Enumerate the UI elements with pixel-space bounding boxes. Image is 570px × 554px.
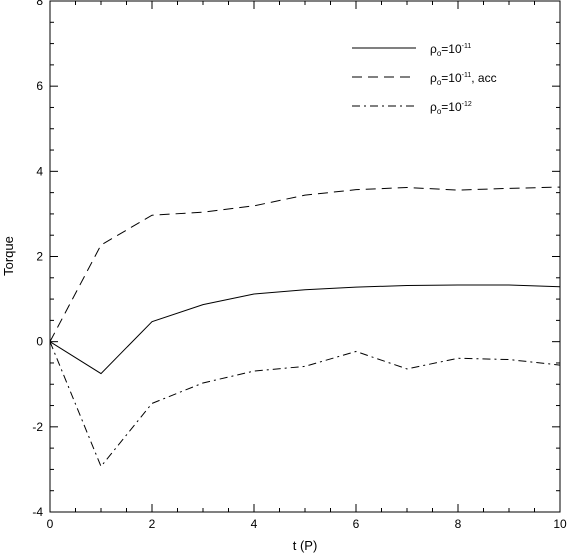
legend-label-1: ρo=10-11 (430, 42, 471, 58)
legend-label-3: ρo=10-12 (430, 100, 472, 116)
y-tick-label: -4 (32, 505, 43, 519)
y-tick-label: 0 (36, 335, 43, 349)
y-tick-label: -2 (32, 420, 43, 434)
series-line-3 (49, 341, 561, 468)
legend-label-2: ρo=10-11, acc (430, 71, 497, 87)
y-tick-label: 4 (36, 164, 43, 178)
y-tick-label: 8 (36, 0, 43, 8)
y-tick-label: 6 (36, 79, 43, 93)
y-tick-label: 2 (36, 250, 43, 264)
x-tick-label: 6 (353, 517, 360, 531)
series-lines (49, 186, 561, 468)
series-line-1 (49, 284, 561, 375)
x-tick-label: 4 (251, 517, 258, 531)
x-tick-label: 0 (47, 517, 54, 531)
x-tick-label: 2 (149, 517, 156, 531)
x-tick-label: 10 (553, 517, 567, 531)
x-axis-label: t (P) (293, 538, 318, 553)
axis-tick-labels: 0 2 4 6 8 10 -4 -2 0 2 4 6 8 (32, 0, 567, 531)
x-tick-label: 8 (455, 517, 462, 531)
y-axis-label: Torque (1, 236, 16, 276)
axis-ticks (49, 0, 561, 513)
series-line-2 (49, 186, 561, 342)
legend: ρo=10-11 ρo=10-11, acc ρo=10-12 (352, 42, 497, 116)
